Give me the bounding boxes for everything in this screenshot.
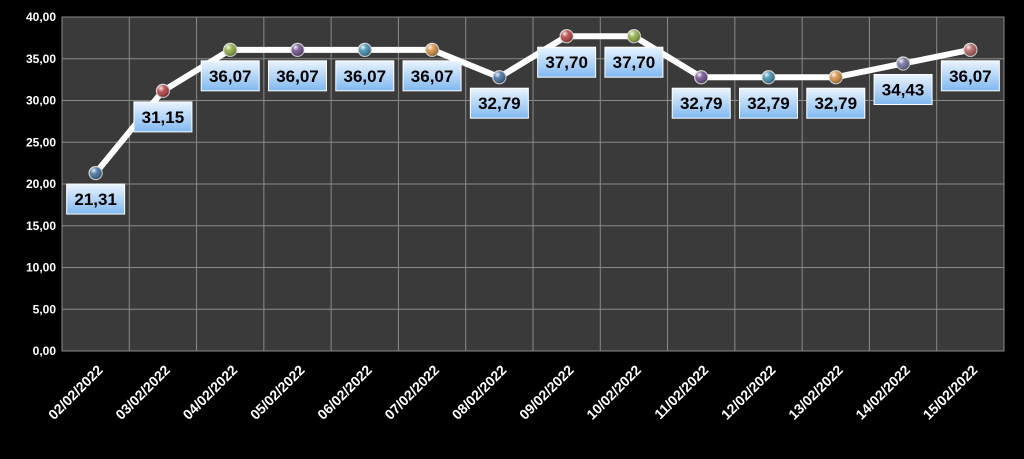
- data-label-text: 36,07: [344, 67, 387, 86]
- data-label-box: [671, 87, 731, 119]
- data-label-box: [402, 60, 462, 92]
- x-tick-label: 09/02/2022: [516, 362, 577, 423]
- data-point-marker: [963, 42, 978, 57]
- data-label-text: 37,70: [545, 53, 588, 72]
- data-label: 32,79: [671, 87, 731, 119]
- x-tick-label: 14/02/2022: [852, 362, 913, 423]
- data-point-marker: [357, 42, 372, 57]
- y-axis: 0,00 5,00 10,00 15,00 20,00 25,00 30,00 35,00 40…: [26, 10, 56, 358]
- data-label-box: [469, 87, 529, 119]
- x-tick-label: 07/02/2022: [381, 362, 442, 423]
- x-tick-label: 02/02/2022: [45, 362, 106, 423]
- data-label-text: 36,07: [949, 67, 992, 86]
- x-tick-label: 12/02/2022: [718, 362, 779, 423]
- y-tick-label: 40,00: [26, 10, 56, 24]
- y-tick-label: 10,00: [26, 261, 56, 275]
- x-axis: 02/02/2022 03/02/2022 04/02/2022 05/02/2022…: [45, 362, 981, 423]
- data-label-box: [335, 60, 395, 92]
- data-label-box: [268, 60, 327, 92]
- y-tick-label: 15,00: [26, 219, 56, 233]
- data-point-marker: [290, 42, 305, 57]
- data-label: 36,07: [268, 60, 327, 92]
- data-point-marker: [492, 70, 507, 85]
- data-point-marker: [424, 42, 440, 57]
- data-label: 32,79: [739, 87, 798, 119]
- x-tick-label: 11/02/2022: [651, 362, 711, 422]
- data-point-marker: [828, 70, 843, 85]
- data-label-text: 32,79: [478, 94, 521, 113]
- data-label-text: 31,15: [142, 108, 185, 127]
- data-point-marker: [895, 56, 911, 71]
- data-label-box: [200, 60, 260, 92]
- x-tick-label: 03/02/2022: [112, 362, 173, 423]
- x-tick-label: 08/02/2022: [449, 362, 510, 423]
- series-line: [92, 33, 974, 177]
- data-label: 31,15: [133, 101, 193, 133]
- data-label-text: 32,79: [680, 94, 723, 113]
- data-label: 34,43: [873, 74, 933, 106]
- data-label-text: 36,07: [209, 67, 252, 86]
- x-tick-label: 10/02/2022: [583, 362, 644, 423]
- data-label-box: [537, 46, 597, 78]
- data-point-marker: [761, 70, 776, 85]
- data-label-box: [940, 60, 1000, 92]
- data-point-marker: [88, 165, 103, 181]
- data-point-marker: [694, 70, 709, 85]
- x-tick-label: 13/02/2022: [785, 362, 846, 423]
- data-label: 21,31: [66, 183, 126, 215]
- data-label: 36,07: [200, 60, 260, 92]
- data-label-text: 36,07: [411, 67, 454, 86]
- data-label-box: [133, 101, 193, 133]
- data-markers: [88, 29, 978, 181]
- data-label: 36,07: [940, 60, 1000, 92]
- data-label-text: 37,70: [613, 53, 656, 72]
- data-label: 37,70: [537, 46, 597, 78]
- data-label: 32,79: [469, 87, 529, 119]
- data-point-marker: [626, 29, 642, 44]
- y-tick-label: 20,00: [26, 177, 56, 191]
- y-tick-label: 35,00: [26, 52, 56, 66]
- y-tick-label: 5,00: [33, 302, 57, 316]
- data-label-box: [66, 183, 126, 215]
- x-tick-label: 04/02/2022: [179, 362, 240, 423]
- data-label-text: 36,07: [276, 67, 319, 86]
- data-point-marker: [223, 42, 238, 57]
- x-tick-label: 15/02/2022: [920, 362, 981, 423]
- y-tick-label: 25,00: [26, 135, 56, 149]
- x-tick-label: 05/02/2022: [247, 362, 308, 423]
- data-label-text: 21,31: [74, 190, 117, 209]
- data-label-box: [873, 74, 933, 106]
- x-tick-label: 06/02/2022: [314, 362, 375, 423]
- data-label: 32,79: [806, 87, 866, 119]
- y-tick-label: 30,00: [26, 94, 56, 108]
- data-label-box: [604, 46, 664, 78]
- data-label-text: 34,43: [882, 81, 925, 100]
- data-label: 36,07: [402, 60, 462, 92]
- data-label-text: 32,79: [747, 94, 790, 113]
- data-point-marker: [155, 83, 171, 98]
- data-labels: 21,31 31,15 36,07 36,07 36,07 36,07 32,79 37,70…: [66, 46, 1000, 215]
- data-point-marker: [559, 29, 574, 44]
- data-label-box: [739, 87, 798, 119]
- data-label: 36,07: [335, 60, 395, 92]
- y-tick-label: 0,00: [33, 344, 57, 358]
- data-label-box: [806, 87, 866, 119]
- data-label: 37,70: [604, 46, 664, 78]
- data-label-text: 32,79: [815, 94, 858, 113]
